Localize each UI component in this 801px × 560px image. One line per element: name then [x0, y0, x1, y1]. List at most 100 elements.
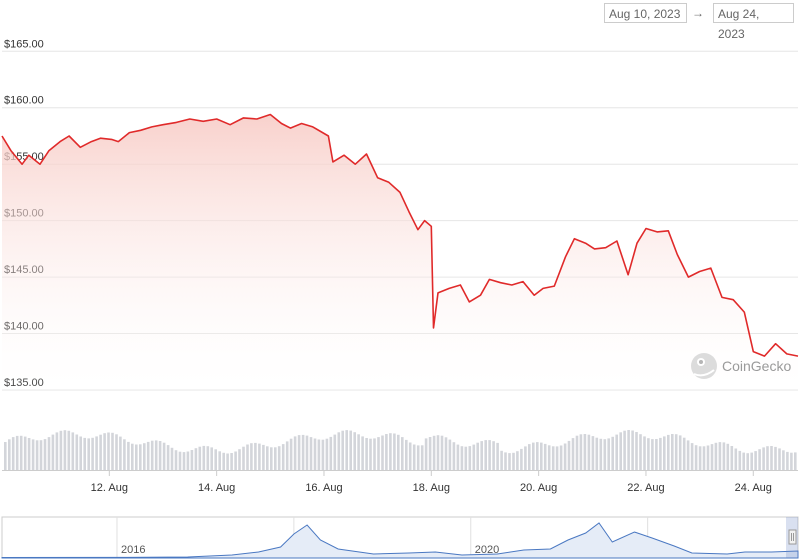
- volume-bar: [639, 434, 642, 470]
- volume-bar: [51, 434, 55, 470]
- volume-bar: [591, 436, 595, 470]
- volume-bar: [154, 440, 158, 470]
- volume-bar: [718, 442, 722, 470]
- volume-bar: [115, 434, 118, 470]
- volume-bar: [162, 442, 166, 470]
- volume-bar: [762, 447, 765, 470]
- volume-bar: [186, 451, 190, 470]
- volume-bar: [35, 440, 39, 470]
- volume-bar: [353, 432, 356, 470]
- volume-bar: [651, 439, 654, 470]
- volume-bar: [8, 439, 11, 470]
- volume-bar: [627, 430, 630, 470]
- y-tick-label: $165.00: [4, 38, 44, 50]
- volume-bar: [59, 430, 63, 470]
- volume-bar: [254, 442, 257, 470]
- volume-bar: [83, 437, 86, 470]
- volume-bar: [631, 430, 634, 470]
- volume-bar: [408, 442, 412, 470]
- volume-bar: [274, 447, 277, 470]
- volume-bar: [412, 444, 416, 470]
- volume-bar: [480, 441, 483, 470]
- volume-bar: [67, 430, 71, 470]
- volume-bar: [218, 451, 221, 470]
- volume-bar: [714, 442, 718, 470]
- volume-bar: [158, 441, 162, 470]
- volume-bar: [520, 448, 523, 470]
- navigator-tick-label: 2020: [475, 544, 499, 556]
- volume-bar: [285, 441, 289, 470]
- volume-bar: [536, 442, 539, 470]
- volume-bar: [635, 432, 638, 470]
- volume-bar: [194, 448, 198, 470]
- volume-bar: [420, 445, 424, 470]
- date-to-input[interactable]: Aug 24, 2023: [713, 3, 794, 41]
- volume-bar: [678, 435, 682, 470]
- volume-bar: [551, 446, 555, 470]
- volume-bar: [599, 438, 603, 470]
- volume-bar: [345, 430, 348, 470]
- volume-bar: [722, 442, 726, 470]
- volume-bar: [262, 444, 265, 470]
- volume-bar: [333, 434, 337, 470]
- volume-bar: [309, 437, 313, 470]
- volume-bar: [210, 447, 213, 470]
- volume-bar: [464, 446, 468, 470]
- volume-bar: [55, 432, 59, 470]
- volume-bar: [103, 433, 106, 470]
- volume-bar: [337, 432, 341, 470]
- date-from-input[interactable]: Aug 10, 2023: [604, 3, 687, 23]
- y-tick-label: $160.00: [4, 95, 44, 107]
- volume-bar: [424, 438, 428, 470]
- volume-bar: [178, 451, 182, 470]
- volume-bar: [615, 434, 618, 470]
- volume-bar: [472, 444, 476, 470]
- volume-bar: [488, 440, 491, 470]
- volume-bar: [131, 443, 134, 470]
- volume-bar: [547, 445, 551, 470]
- gecko-icon: [691, 353, 717, 379]
- volume-bar: [182, 452, 186, 470]
- price-area-fill: [2, 114, 798, 390]
- volume-bar: [524, 446, 527, 470]
- volume-bar: [583, 434, 587, 470]
- volume-bar: [416, 445, 420, 470]
- volume-bar: [127, 441, 130, 470]
- volume-bar: [135, 444, 138, 470]
- volume-bar: [667, 434, 670, 470]
- volume-bar: [198, 446, 202, 470]
- volume-bar: [321, 439, 325, 470]
- volume-bar: [305, 435, 309, 470]
- volume-bar: [706, 445, 710, 470]
- volume-bar: [266, 446, 269, 470]
- volume-bar: [766, 446, 769, 470]
- volume-bar: [230, 453, 233, 470]
- volume-bar: [734, 448, 738, 470]
- x-tick-label: 16. Aug: [305, 482, 342, 494]
- volume-bar: [23, 436, 27, 470]
- navigator[interactable]: 2016201820202022: [1, 516, 799, 559]
- navigator-handle[interactable]: [788, 529, 797, 545]
- x-tick-label: 18. Aug: [413, 482, 450, 494]
- volume-bar: [543, 443, 547, 470]
- volume-bar: [365, 438, 368, 470]
- volume-bar: [532, 442, 535, 470]
- volume-bar: [190, 450, 194, 470]
- volume-bar: [401, 437, 404, 470]
- volume-bar: [214, 449, 217, 470]
- volume-bar: [301, 434, 305, 470]
- volume-bar: [329, 436, 333, 470]
- volume-bar: [150, 440, 154, 470]
- volume-bar: [647, 438, 650, 470]
- volume-bar: [746, 453, 749, 470]
- volume-bar: [79, 436, 82, 470]
- volume-bar: [559, 445, 563, 470]
- volume-bar: [373, 438, 376, 470]
- volume-bar: [87, 438, 90, 470]
- volume-bar: [297, 435, 301, 470]
- volume-bar: [139, 444, 142, 470]
- volume-bar: [456, 444, 460, 470]
- volume-bar: [234, 451, 237, 470]
- volume-bar: [563, 443, 567, 470]
